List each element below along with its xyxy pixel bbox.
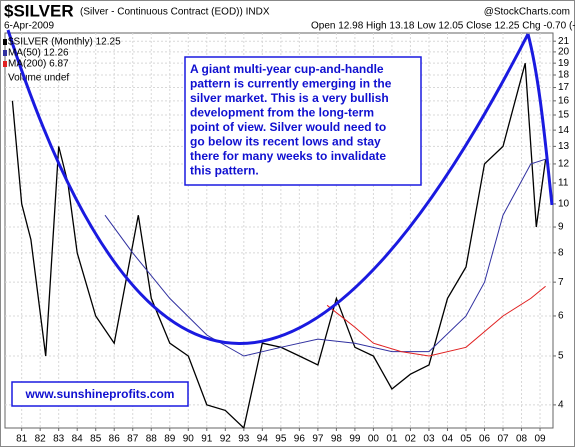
y-tick-label: 14: [558, 125, 570, 136]
x-tick-label: 85: [90, 434, 102, 445]
x-tick-label: 99: [349, 434, 361, 445]
x-tick-label: 82: [35, 434, 47, 445]
website: www.sunshineprofits.com: [25, 387, 175, 401]
annotation-line: go below its recent lows and stay: [190, 135, 381, 149]
y-tick-label: 15: [558, 110, 570, 121]
annotation-line: development from the long-term: [190, 106, 374, 120]
x-tick-label: 96: [294, 434, 306, 445]
x-tick-label: 92: [220, 434, 232, 445]
annotation-line: point of view. Silver would need to: [190, 120, 386, 134]
y-tick-label: 18: [558, 70, 570, 81]
x-tick-label: 91: [201, 434, 213, 445]
x-tick-label: 09: [534, 434, 546, 445]
y-tick-label: 17: [558, 82, 570, 93]
x-tick-label: 00: [368, 434, 380, 445]
legend-swatch: [3, 61, 7, 67]
annotation-line: pattern is currently emerging in the: [190, 77, 392, 91]
x-tick-label: 89: [164, 434, 176, 445]
legend-extra: Volume undef: [8, 73, 69, 84]
y-tick-label: 21: [558, 36, 570, 47]
x-tick-label: 81: [16, 434, 28, 445]
x-tick-label: 02: [405, 434, 417, 445]
date: 6-Apr-2009: [4, 21, 54, 32]
legend-swatch: [3, 39, 7, 45]
annotation-line: this pattern.: [190, 164, 259, 178]
chart-subtitle: (Silver - Continuous Contract (EOD)) IND…: [80, 7, 270, 18]
handle-curve: [526, 33, 554, 206]
y-tick-label: 12: [558, 159, 570, 170]
x-tick-label: 93: [238, 434, 250, 445]
annotation-line: there for many weeks to invalidate: [190, 149, 386, 163]
annotation-line: A giant multi-year cup-and-handle: [190, 62, 384, 76]
y-tick-label: 11: [558, 178, 569, 189]
x-tick-label: 84: [72, 434, 84, 445]
source: @StockCharts.com: [484, 7, 570, 18]
quote: Open 12.98 High 13.18 Low 12.05 Close 12…: [311, 21, 575, 32]
annotation: A giant multi-year cup-and-handlepattern…: [190, 62, 392, 178]
x-tick-label: 04: [442, 434, 454, 445]
x-tick-label: 83: [53, 434, 65, 445]
legend-label: $SILVER (Monthly) 12.25: [8, 37, 121, 48]
y-tick-label: 19: [558, 58, 570, 69]
x-tick-label: 03: [423, 434, 435, 445]
y-tick-label: 4: [558, 400, 564, 411]
legend-label: MA(50) 12.26: [8, 48, 69, 59]
x-tick-label: 90: [183, 434, 195, 445]
x-tick-label: 98: [331, 434, 343, 445]
annotation-box: [184, 56, 422, 186]
x-tick-label: 06: [479, 434, 491, 445]
x-tick-label: 94: [257, 434, 269, 445]
y-tick-label: 9: [558, 222, 564, 233]
legend-swatch: [3, 50, 7, 56]
chart-title: $SILVER: [4, 1, 74, 20]
y-tick-label: 7: [558, 277, 564, 288]
x-tick-label: 01: [386, 434, 398, 445]
y-tick-label: 6: [558, 311, 564, 322]
x-tick-label: 88: [146, 434, 158, 445]
annotation-line: silver market. This is a very bullish: [190, 91, 389, 105]
x-tick-label: 97: [312, 434, 324, 445]
y-tick-label: 10: [558, 199, 570, 210]
series-line: [11, 63, 547, 430]
cup-curve: [6, 29, 530, 345]
legend-label: MA(200) 6.87: [8, 59, 69, 70]
x-tick-label: 08: [516, 434, 528, 445]
series-line: [104, 158, 546, 357]
x-tick-label: 95: [275, 434, 287, 445]
y-tick-label: 8: [558, 248, 564, 259]
x-tick-label: 05: [460, 434, 472, 445]
x-tick-label: 86: [109, 434, 121, 445]
series-line: [326, 285, 546, 357]
website-box: [11, 381, 189, 407]
y-tick-label: 5: [558, 351, 564, 362]
y-tick-label: 13: [558, 141, 570, 152]
series-layer: [11, 63, 547, 430]
x-tick-label: 07: [497, 434, 509, 445]
y-tick-label: 16: [558, 95, 570, 106]
x-tick-label: 87: [127, 434, 139, 445]
y-tick-label: 20: [558, 47, 570, 58]
